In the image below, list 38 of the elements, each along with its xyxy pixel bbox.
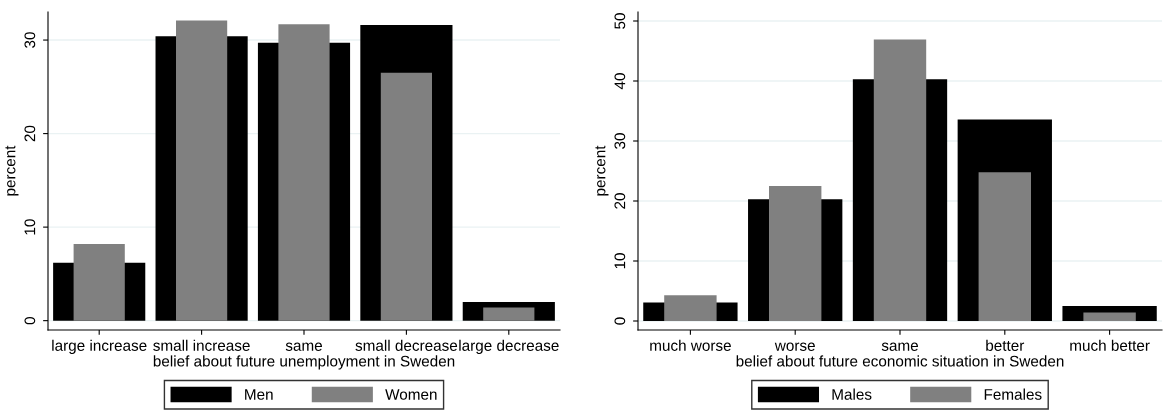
bar: [1083, 312, 1136, 321]
y-tick-label: 20: [614, 193, 626, 209]
x-axis-title: belief about future economic situation in Sweden: [736, 355, 1064, 367]
bar: [278, 24, 330, 321]
x-tick-label: same: [881, 342, 918, 351]
y-tick-label: 10: [614, 253, 626, 269]
legend-label: Males: [832, 388, 872, 400]
bar: [873, 39, 927, 321]
bar: [483, 307, 535, 321]
legend-label: Women: [385, 389, 437, 400]
y-tick-label: 30: [24, 32, 36, 48]
x-tick-label: worse: [774, 342, 815, 351]
x-tick-label: much worse: [650, 339, 731, 351]
y-tick-label: 30: [614, 133, 626, 149]
x-tick-label: same: [285, 342, 322, 351]
bar: [176, 20, 228, 321]
y-tick-label: 20: [24, 125, 36, 142]
x-tick-label: small decrease: [355, 339, 458, 351]
legend-label: Females: [984, 388, 1042, 400]
x-tick-label: much better: [1070, 339, 1150, 351]
y-tick-label: 0: [24, 317, 36, 325]
y-axis-title: percent: [595, 145, 609, 196]
x-tick-label: large decrease: [459, 339, 559, 354]
bar: [769, 186, 822, 321]
x-axis-title: belief about future unemployment in Sweden: [153, 355, 455, 370]
x-tick-label: better: [986, 339, 1025, 351]
y-axis-title: percent: [5, 145, 19, 196]
bar: [380, 72, 432, 321]
bar: [664, 295, 717, 321]
bar: [73, 243, 125, 321]
y-tick-label: 10: [24, 219, 36, 235]
legend-label: Men: [245, 389, 273, 400]
x-tick-label: large increase: [52, 339, 147, 354]
bar: [978, 172, 1031, 321]
y-tick-label: 40: [614, 73, 626, 90]
y-tick-label: 50: [614, 13, 626, 29]
x-tick-label: small increase: [153, 339, 250, 351]
y-tick-label: 0: [614, 317, 626, 325]
